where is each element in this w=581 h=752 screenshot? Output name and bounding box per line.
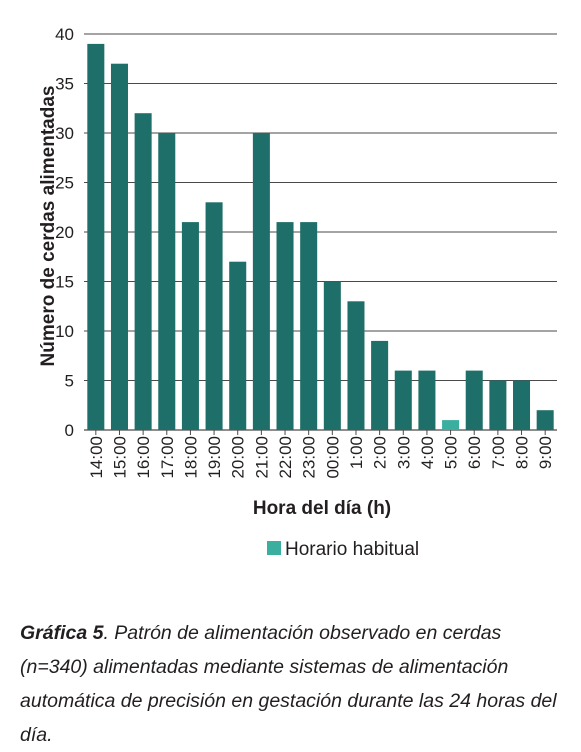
bar-1700 xyxy=(158,133,176,430)
bar-2300 xyxy=(300,222,318,430)
y-tick-label: 0 xyxy=(65,421,74,440)
legend-label: Horario habitual xyxy=(285,539,419,560)
bar-200 xyxy=(371,340,389,430)
x-tick-label: 00:00 xyxy=(323,436,342,479)
x-tick-label: 22:00 xyxy=(276,436,295,479)
y-tick-label: 40 xyxy=(55,25,74,44)
y-tick-label: 15 xyxy=(55,273,74,292)
bar-700 xyxy=(489,380,507,430)
caption-label: Gráfica 5 xyxy=(20,622,104,644)
y-tick-labels: 0 5 10 15 20 25 30 35 40 xyxy=(55,25,74,440)
bar-2000 xyxy=(229,261,247,430)
y-tick-label: 35 xyxy=(55,75,74,94)
y-tick-label: 10 xyxy=(55,322,74,341)
x-tick-label: 18:00 xyxy=(181,436,200,479)
bar-1600 xyxy=(134,113,152,430)
x-tick-label: 2:00 xyxy=(371,436,390,469)
x-tick-labels: 14:00 15:00 16:00 17:00 18:00 19:00 20:00 21:00… xyxy=(87,430,555,479)
x-tick-label: 5:00 xyxy=(442,436,461,469)
bar-600 xyxy=(465,370,483,430)
gridlines xyxy=(84,33,557,431)
x-axis-title: Hora del día (h) xyxy=(253,498,391,519)
bar-500 xyxy=(442,420,460,430)
x-tick-label: 9:00 xyxy=(536,436,555,469)
bar-1400 xyxy=(87,43,105,431)
x-tick-label: 17:00 xyxy=(158,436,177,479)
x-tick-label: 15:00 xyxy=(110,436,129,479)
legend-swatch xyxy=(267,541,281,555)
bars xyxy=(87,43,554,431)
x-tick-label: 19:00 xyxy=(205,436,224,479)
y-tick-label: 20 xyxy=(55,223,74,242)
bar-1800 xyxy=(181,222,199,430)
x-tick-label: 21:00 xyxy=(252,436,271,479)
x-tick-label: 20:00 xyxy=(229,436,248,479)
bar-800 xyxy=(513,380,531,430)
x-tick-label: 14:00 xyxy=(87,436,106,479)
x-tick-label: 16:00 xyxy=(134,436,153,479)
bar-900 xyxy=(536,410,554,430)
y-axis-title: Número de cerdas alimentadas xyxy=(38,86,59,367)
figure-caption: Gráfica 5. Patrón de alimentación observ… xyxy=(20,616,565,752)
y-tick-label: 25 xyxy=(55,174,74,193)
legend: Horario habitual xyxy=(267,539,419,560)
x-tick-label: 3:00 xyxy=(394,436,413,469)
bar-chart: 0 5 10 15 20 25 30 35 40 14:00 15:00 16:00 17:00 18:… xyxy=(38,25,557,560)
y-tick-label: 5 xyxy=(65,372,74,391)
bar-2100 xyxy=(252,133,270,430)
bar-300 xyxy=(394,370,412,430)
x-tick-label: 4:00 xyxy=(418,436,437,469)
bar-1900 xyxy=(205,202,223,430)
y-tick-label: 30 xyxy=(55,124,74,143)
bar-2200 xyxy=(276,222,294,430)
bar-0000 xyxy=(323,281,341,430)
x-tick-label: 6:00 xyxy=(465,436,484,469)
x-tick-label: 1:00 xyxy=(347,436,366,469)
x-tick-label: 7:00 xyxy=(489,436,508,469)
bar-400 xyxy=(418,370,436,430)
bar-100 xyxy=(347,301,365,430)
x-tick-label: 23:00 xyxy=(300,436,319,479)
x-tick-label: 8:00 xyxy=(513,436,532,469)
caption-text: . Patrón de alimentación observado en ce… xyxy=(20,622,557,746)
bar-1500 xyxy=(110,63,128,430)
